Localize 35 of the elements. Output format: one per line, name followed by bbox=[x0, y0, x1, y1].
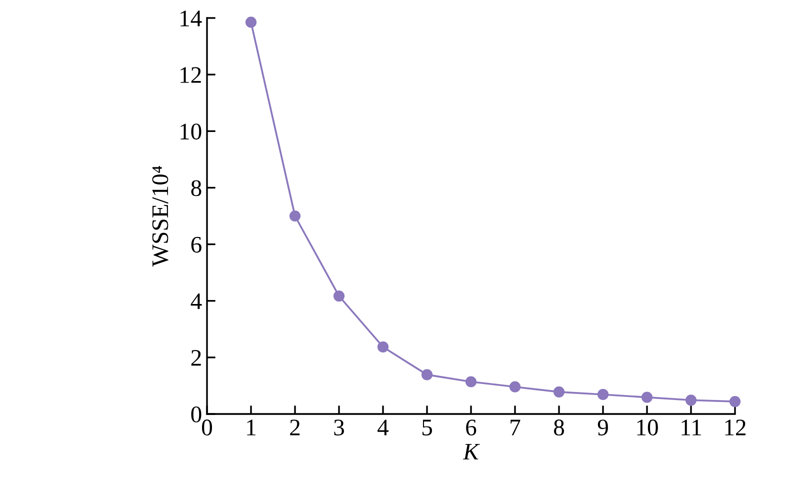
x-tick-label: 1 bbox=[247, 420, 256, 436]
point bbox=[465, 376, 477, 388]
x-tick-label: 5 bbox=[422, 420, 432, 436]
point bbox=[685, 394, 697, 406]
x-tick-label: 7 bbox=[510, 420, 520, 436]
x-tick-label: 12 bbox=[725, 420, 746, 436]
y-tick-label: 6 bbox=[191, 236, 202, 253]
x-tick-label: 4 bbox=[378, 420, 389, 436]
point bbox=[289, 210, 301, 222]
x-tick-label: 9 bbox=[598, 420, 608, 436]
x-tick-label: 6 bbox=[466, 420, 476, 436]
point bbox=[421, 369, 433, 380]
point bbox=[729, 396, 741, 408]
y-tick-label: 4 bbox=[190, 294, 202, 310]
y-tick-label: 12 bbox=[180, 67, 201, 83]
x-tick-label: 0 bbox=[202, 420, 212, 436]
point bbox=[641, 392, 653, 403]
y-tick-label: 14 bbox=[180, 10, 202, 26]
point bbox=[509, 381, 521, 392]
x-tick-label: 11 bbox=[682, 420, 701, 436]
y-tick-label: 0 bbox=[191, 406, 202, 422]
y-tick-label: 2 bbox=[191, 350, 201, 366]
x-tick-label: 8 bbox=[554, 420, 564, 436]
y-tick-label: 10 bbox=[180, 124, 202, 140]
x-tick-label: 10 bbox=[637, 420, 658, 436]
point bbox=[245, 16, 257, 28]
point bbox=[597, 388, 609, 400]
point bbox=[377, 341, 389, 353]
point bbox=[333, 290, 345, 302]
x-axis-title: K bbox=[462, 444, 480, 460]
x-tick-label: 2 bbox=[290, 420, 300, 436]
point bbox=[553, 386, 565, 398]
x-tick-label: 3 bbox=[334, 420, 344, 436]
y-tick-label: 8 bbox=[191, 180, 202, 196]
y-axis-title: WSSE/10⁴ bbox=[152, 166, 168, 267]
